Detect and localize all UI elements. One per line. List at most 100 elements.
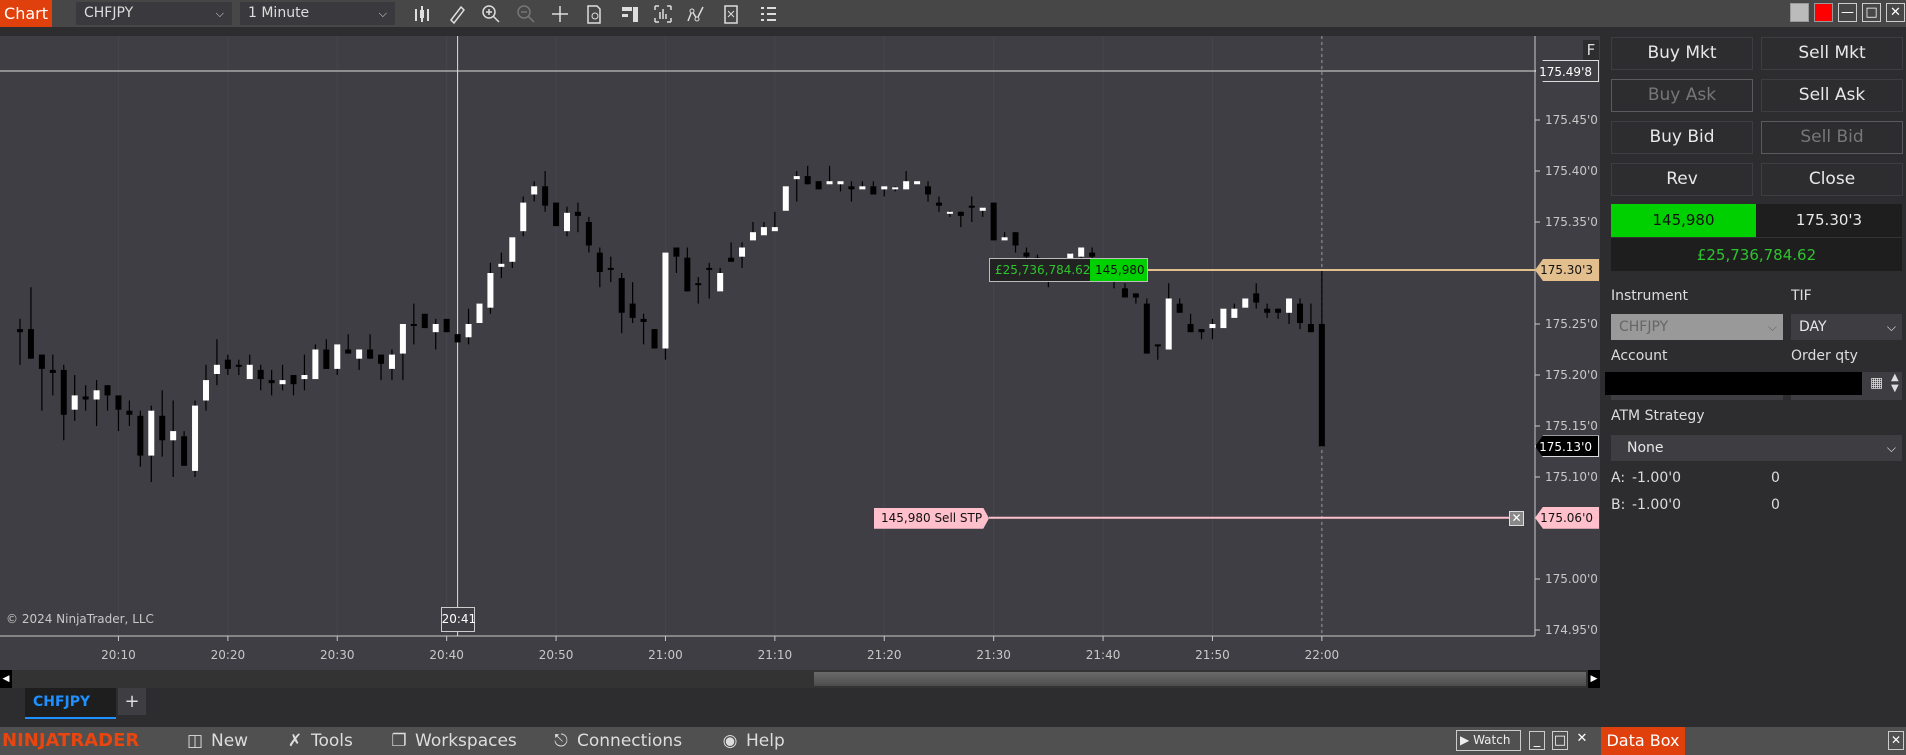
candle-body [1286, 298, 1293, 313]
qty-stepper-icon[interactable]: ▲ ▼ [1891, 372, 1899, 394]
candle-body [728, 257, 735, 262]
candle-body [345, 349, 352, 354]
watch-icon: ▶ [1460, 733, 1470, 747]
candle-body [564, 212, 570, 232]
candle-body [782, 186, 789, 211]
position-label[interactable]: £25,736,784.62 145,980 [989, 257, 1148, 282]
candle-body [1220, 308, 1227, 329]
instrument-dropdown[interactable]: CHFJPY ⌵ [1611, 314, 1783, 340]
menu-connections[interactable]: ⎋ Connections [551, 727, 682, 755]
atm-strategy-value: None [1627, 440, 1664, 456]
time-tick-label: 21:50 [1195, 648, 1230, 662]
buy-ask-button[interactable]: Buy Ask [1611, 79, 1753, 112]
chart-panel[interactable]: 175.45'0 175.40'0 175.35'0 175.25'0 175.20'0… [0, 36, 1600, 670]
candle-body [1023, 252, 1030, 257]
instrument-label: Instrument [1611, 288, 1689, 304]
sell-ask-button[interactable]: Sell Ask [1761, 79, 1903, 112]
scroll-left-icon[interactable]: ◀ [0, 670, 12, 688]
interval-selector[interactable]: 1 Minute ⌵ [240, 2, 395, 25]
minimize-icon[interactable]: _ [1529, 731, 1545, 750]
control-center-bar [0, 727, 1906, 755]
time-tick-label: 22:00 [1304, 648, 1340, 662]
menu-new[interactable]: ◫ New [185, 727, 248, 755]
chart-trader-icon[interactable] [652, 3, 674, 25]
tif-label: TIF [1791, 288, 1812, 304]
sell-bid-button[interactable]: Sell Bid [1761, 121, 1903, 154]
scroll-right-icon[interactable]: ▶ [1588, 670, 1600, 688]
buy-mkt-button[interactable]: Buy Mkt [1611, 37, 1753, 70]
candle-body [717, 273, 724, 292]
candle-body [82, 396, 89, 400]
candle-body [640, 318, 647, 322]
buy-bid-button[interactable]: Buy Bid [1611, 121, 1753, 154]
indicators-icon[interactable] [685, 3, 707, 25]
close-icon[interactable]: ✕ [1576, 731, 1588, 746]
data-series-icon[interactable] [583, 3, 605, 25]
candle-body [268, 380, 275, 384]
gray-color-icon[interactable] [1790, 3, 1809, 22]
crosshair-icon[interactable] [549, 3, 571, 25]
calculator-icon[interactable]: ▦ [1870, 375, 1884, 391]
candle-body [279, 380, 286, 385]
time-tick-label: 20:10 [101, 648, 136, 662]
tif-dropdown[interactable]: DAY ⌵ [1791, 314, 1902, 340]
menu-tools[interactable]: ✗ Tools [285, 727, 353, 755]
candle-body [1078, 247, 1085, 257]
maximize-icon[interactable]: □ [1862, 3, 1881, 22]
watch-button[interactable]: ▶ Watch [1456, 730, 1521, 751]
candle-body [476, 303, 483, 323]
drawing-tool-icon[interactable] [446, 3, 468, 25]
candle-body [903, 181, 910, 190]
red-color-icon[interactable] [1814, 3, 1833, 22]
maximize-icon[interactable]: □ [1552, 731, 1568, 750]
candle-body [71, 395, 78, 410]
zoom-out-icon[interactable] [515, 3, 537, 25]
candle-body [826, 181, 833, 185]
candle-body [60, 369, 67, 415]
chevron-down-icon: ⌵ [1886, 441, 1896, 455]
chevron-down-icon: ⌵ [378, 7, 387, 20]
price-chart[interactable] [0, 36, 1600, 670]
candle-body [585, 222, 592, 246]
cancel-order-icon[interactable]: ✕ [1509, 510, 1524, 526]
price-tick-label: 174.95'0 [1545, 623, 1598, 637]
zoom-in-icon[interactable] [480, 3, 502, 25]
menu-workspaces[interactable]: ❐ Workspaces [389, 727, 516, 755]
strategies-icon[interactable] [720, 3, 742, 25]
rev-button[interactable]: Rev [1611, 163, 1753, 196]
candle-body [848, 186, 855, 190]
candle-body [246, 364, 253, 380]
close-icon[interactable]: ✕ [1886, 3, 1905, 22]
candle-body [520, 202, 527, 232]
pnl-display: £25,736,784.62 [1611, 237, 1902, 271]
add-tab-button[interactable]: + [118, 688, 146, 715]
instrument-selector[interactable]: CHFJPY ⌵ [76, 2, 232, 25]
properties-icon[interactable] [619, 3, 641, 25]
candle-body [618, 278, 625, 313]
tab-chfjpy[interactable]: CHFJPY [25, 688, 116, 719]
close-icon[interactable]: ✕ [1888, 731, 1904, 750]
atm-strategy-dropdown[interactable]: None ⌵ [1611, 435, 1902, 461]
candle-body [574, 211, 581, 216]
list-icon[interactable] [757, 3, 779, 25]
stop-order-label[interactable]: 145,980 Sell STP [874, 507, 989, 529]
chart-window-tab[interactable]: Chart [0, 0, 52, 27]
data-box-tab[interactable]: Data Box [1601, 727, 1685, 755]
f-toggle-button[interactable]: F [1583, 40, 1599, 60]
candle-body [301, 375, 308, 380]
candle-body [410, 324, 417, 326]
chevron-down-icon: ⌵ [215, 7, 224, 20]
time-tick-label: 20:30 [319, 648, 355, 662]
scrollbar-thumb[interactable] [814, 672, 1586, 686]
candle-body [1307, 324, 1314, 333]
candle-body [1001, 237, 1008, 241]
candle-body [181, 436, 188, 466]
candle-body [946, 211, 953, 214]
close-button[interactable]: Close [1761, 163, 1903, 196]
bar-type-icon[interactable] [411, 3, 433, 25]
candle-body [531, 186, 538, 195]
sell-mkt-button[interactable]: Sell Mkt [1761, 37, 1903, 70]
menu-help[interactable]: ◉ Help [720, 727, 785, 755]
minimize-icon[interactable]: — [1838, 3, 1857, 22]
candle-body [432, 324, 439, 333]
